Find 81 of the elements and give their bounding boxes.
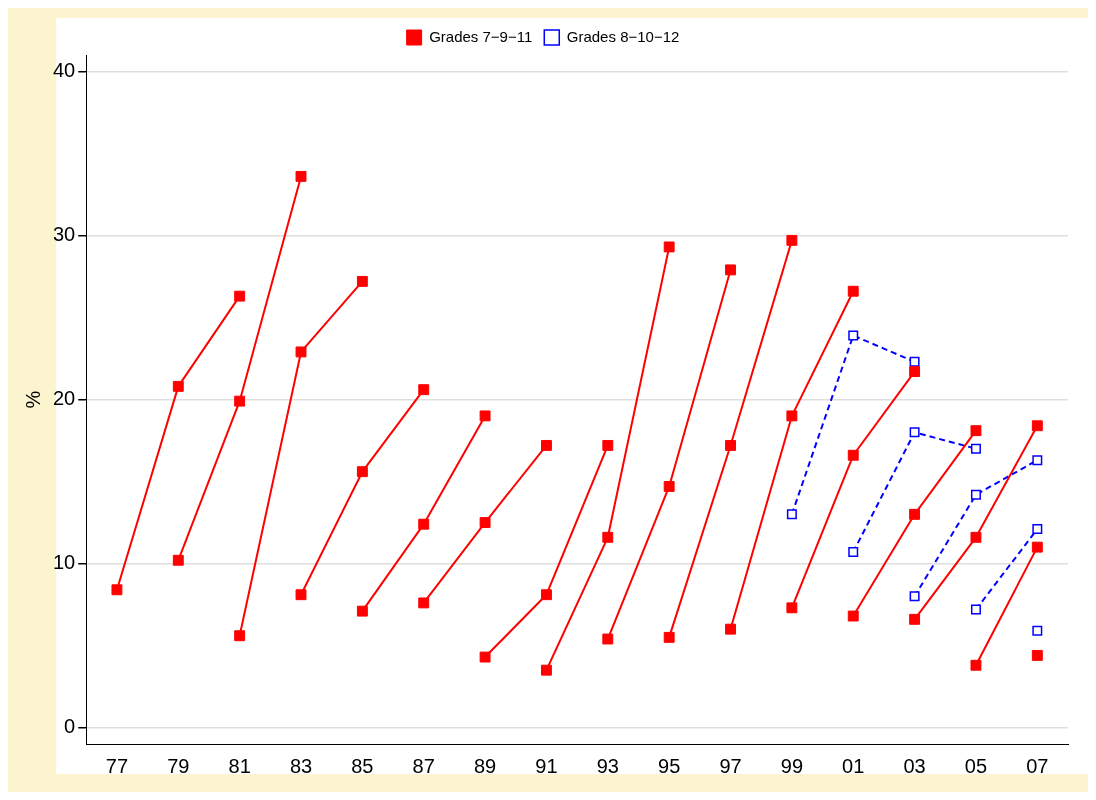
point	[1032, 455, 1043, 466]
x-tick-label: 95	[658, 754, 681, 777]
point	[602, 439, 614, 451]
point	[970, 604, 981, 615]
y-tick-label: 30	[53, 222, 76, 245]
point	[909, 427, 920, 438]
point	[1032, 625, 1043, 636]
point	[356, 605, 368, 617]
point	[909, 366, 921, 378]
x-tick-label: 79	[167, 754, 190, 777]
point	[1031, 541, 1043, 553]
legend-label: Grades 7−9−11	[429, 27, 533, 45]
point	[786, 602, 798, 614]
x-tick-label: 05	[964, 754, 988, 777]
point	[479, 651, 491, 663]
point	[970, 443, 981, 454]
point	[847, 610, 859, 622]
point	[725, 623, 736, 635]
x-tick-label: 83	[289, 754, 313, 777]
x-tick-label: 01	[842, 754, 865, 777]
point	[356, 466, 368, 478]
point	[848, 547, 859, 558]
point	[663, 631, 675, 643]
x-tick-label: 93	[596, 754, 619, 777]
point	[418, 518, 430, 530]
point	[234, 630, 246, 642]
point	[725, 264, 736, 276]
legend-label: Grades 8−10−12	[566, 27, 680, 45]
point	[847, 449, 859, 461]
point	[295, 346, 307, 358]
point	[540, 664, 552, 676]
y-tick-label: 20	[53, 387, 76, 410]
point	[1032, 524, 1043, 535]
point	[786, 509, 797, 520]
point	[786, 234, 798, 246]
point	[295, 170, 307, 182]
x-tick-label: 03	[903, 754, 926, 777]
y-tick-label: 40	[53, 58, 76, 81]
x-tick-label: 91	[535, 754, 558, 777]
point	[479, 517, 491, 528]
point	[356, 275, 368, 287]
point	[602, 531, 614, 543]
point	[970, 659, 982, 671]
point	[1031, 420, 1043, 432]
point	[909, 591, 920, 602]
point	[909, 356, 920, 367]
point	[602, 633, 614, 645]
point	[540, 589, 552, 601]
point	[663, 481, 675, 492]
point	[847, 285, 859, 297]
x-tick-label: 81	[228, 754, 251, 777]
point	[848, 330, 859, 341]
point	[725, 439, 736, 451]
x-tick-label: 97	[719, 754, 742, 777]
x-tick-label: 77	[105, 754, 129, 777]
y-tick-label: 0	[64, 715, 76, 738]
point	[1031, 649, 1043, 661]
point	[111, 584, 123, 596]
x-tick-label: 07	[1026, 754, 1049, 777]
y-axis-title: %	[21, 390, 44, 409]
point	[663, 241, 675, 253]
point	[234, 290, 246, 302]
point	[295, 589, 307, 601]
point	[172, 554, 184, 566]
x-tick-label: 85	[351, 754, 374, 777]
point	[540, 439, 552, 451]
x-tick-label: 89	[473, 754, 497, 777]
x-tick-label: 99	[780, 754, 804, 777]
point	[909, 508, 921, 520]
point	[172, 380, 184, 392]
y-tick-label: 10	[53, 551, 76, 574]
point	[970, 531, 982, 543]
x-tick-label: 87	[412, 754, 435, 777]
point	[970, 425, 982, 437]
point	[786, 410, 798, 422]
point	[418, 597, 430, 609]
point	[479, 410, 491, 422]
point	[234, 395, 246, 407]
point	[418, 384, 430, 396]
point	[970, 489, 981, 500]
point	[909, 613, 921, 625]
